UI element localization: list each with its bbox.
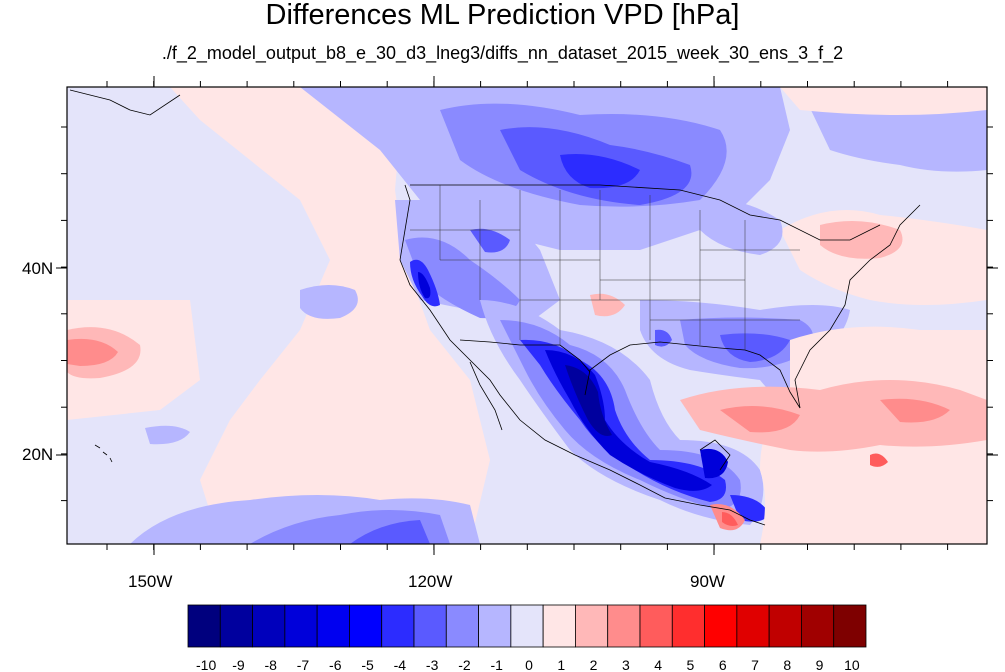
colorbar-label: -10	[196, 657, 216, 672]
colorbar: -10 -9 -8 -7 -6 -5 -4 -3 -2 -1 0 1 2 3 4 5 6 7 8 9 10	[187, 604, 867, 672]
colorbar-swatch	[478, 604, 512, 648]
colorbar-label: 1	[557, 657, 565, 672]
colorbar-label: 5	[687, 657, 695, 672]
coastlines	[69, 89, 921, 526]
atlantic-east-pink	[780, 87, 987, 115]
colorbar-label: 9	[816, 657, 824, 672]
alaska-coast	[69, 89, 181, 116]
colorbar-label: 7	[751, 657, 759, 672]
colorbar-swatch	[768, 604, 802, 648]
pacific-blue-patch	[145, 425, 190, 445]
colorbar-label: -5	[361, 657, 374, 672]
lat-label-20n: 20N	[22, 445, 54, 464]
colorbar-swatch	[349, 604, 383, 648]
colorbar-swatch	[575, 604, 609, 648]
lon-label-120w: 120W	[408, 572, 453, 591]
east-coast	[794, 204, 921, 409]
pacific-blue-south-deep	[350, 520, 430, 544]
southeast-us-strong	[720, 333, 790, 362]
california-deep-blue	[418, 272, 431, 299]
colorbar-swatch	[607, 604, 641, 648]
colorbar-swatch	[413, 604, 447, 648]
lon-label-90w: 90W	[690, 572, 725, 591]
colorbar-label: 10	[844, 657, 860, 672]
us-canada-border	[410, 184, 881, 241]
colorbar-swatch	[316, 604, 350, 648]
colorbar-label: 4	[654, 657, 662, 672]
caribbean-red	[680, 380, 987, 452]
colorbar-label: -2	[458, 657, 471, 672]
map-title: Differences ML Prediction VPD [hPa]	[265, 0, 740, 31]
colorbar-swatch	[252, 604, 286, 648]
atlantic-red-core	[880, 398, 950, 423]
colorbar-swatch	[639, 604, 673, 648]
colorbar-label: -3	[426, 657, 439, 672]
colorbar-swatch	[833, 604, 867, 648]
colorbar-swatch	[219, 604, 253, 648]
state-lines	[410, 185, 800, 350]
colorbar-label: -1	[490, 657, 503, 672]
west-us-mid	[405, 237, 520, 319]
colorbar-swatch	[284, 604, 318, 648]
colorbar-swatch	[187, 604, 221, 648]
pacific-red-core	[67, 338, 118, 366]
us-mexico-border	[459, 339, 591, 373]
pacific-blue-patch	[300, 285, 358, 319]
axis-ticks	[56, 76, 998, 555]
northeast-pink-strong	[820, 221, 903, 259]
great-lakes-blue	[700, 199, 783, 255]
colorbar-swatch	[671, 604, 705, 648]
colorbar-label: -9	[232, 657, 245, 672]
colorbar-label: 0	[525, 657, 533, 672]
colorbar-label: 6	[719, 657, 727, 672]
map-subtitle: ./f_2_model_output_b8_e_30_d3_lneg3/diff…	[161, 43, 844, 63]
map-field	[67, 87, 987, 544]
colorbar-swatch	[542, 604, 576, 648]
central-us-pink	[590, 293, 625, 317]
colorbar-label: 2	[590, 657, 598, 672]
gulf-coast	[584, 341, 801, 409]
colorbar-swatch	[704, 604, 738, 648]
baja-california	[469, 361, 503, 431]
colorbar-label: -7	[297, 657, 310, 672]
colorbar-label: -6	[329, 657, 342, 672]
hawaii-islands	[94, 444, 113, 463]
colorbar-swatch	[381, 604, 415, 648]
colorbar-label: -8	[264, 657, 277, 672]
central-america-blue	[700, 448, 728, 479]
colorbar-swatch	[801, 604, 835, 648]
colorbar-swatch	[445, 604, 479, 648]
caribbean-red-core	[720, 406, 800, 433]
colorbar-label: 3	[622, 657, 630, 672]
colorbar-label: -4	[394, 657, 407, 672]
colorbar-label: 8	[783, 657, 791, 672]
colorbar-swatch	[736, 604, 770, 648]
caribbean-red-spot	[870, 453, 888, 467]
colorbar-swatch	[510, 604, 544, 648]
yucatan	[699, 439, 731, 471]
canada-strong-blue	[560, 154, 640, 189]
mexico-blue-darkest	[565, 365, 612, 436]
lat-label-40n: 40N	[22, 259, 54, 278]
north-america-coast	[399, 184, 766, 526]
pacific-central-america-red-core	[722, 512, 738, 526]
lon-label-150w: 150W	[128, 572, 173, 591]
